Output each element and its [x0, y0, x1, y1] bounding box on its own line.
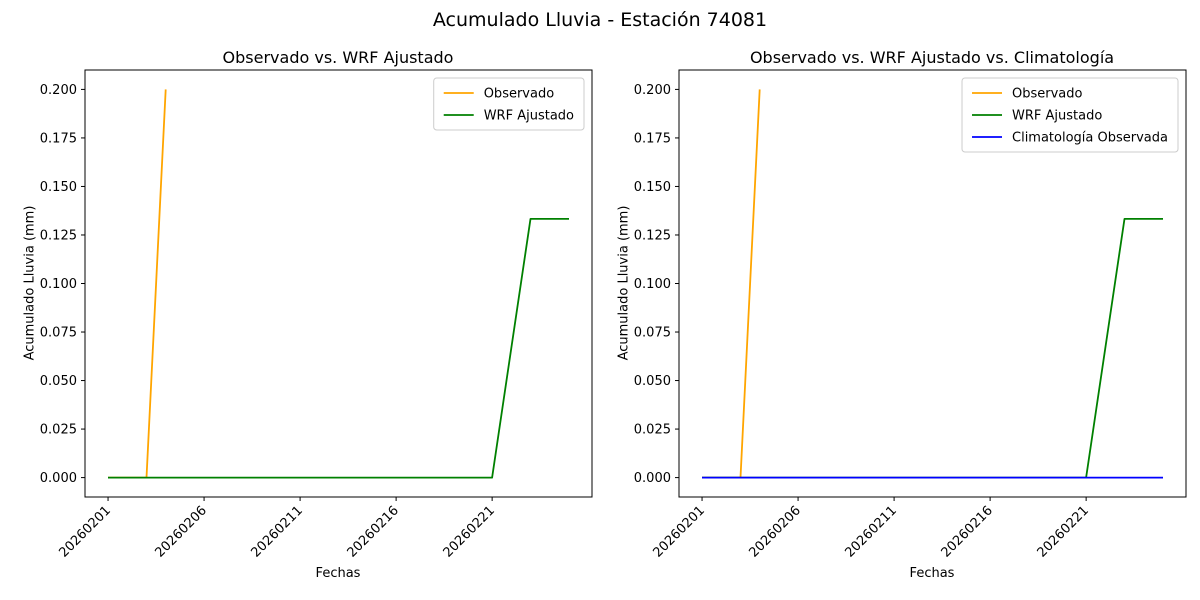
y-tick-label: 0.000 [40, 471, 77, 486]
y-tick-label: 0.150 [40, 180, 77, 195]
subplot-1: 20260201 20260206 20260211 20260216 20260221… [634, 69, 1187, 561]
legend-label: Observado [484, 87, 555, 102]
legend-box [961, 77, 1179, 153]
x-tick-label: 20260201 [56, 503, 113, 560]
x-tick-label: 20260216 [939, 503, 996, 560]
series-line-wrf-ajustado [702, 217, 1163, 479]
y-tick-label: 0.150 [634, 180, 671, 195]
legend-label: WRF Ajustado [484, 109, 574, 124]
axes-frame [678, 69, 1187, 498]
y-tick-label: 0.050 [40, 374, 77, 389]
right-x-axis-label: Fechas [909, 566, 955, 581]
y-tick-label: 0.175 [634, 131, 671, 146]
left-x-axis-label: Fechas [315, 566, 361, 581]
y-tick-label: 0.075 [40, 326, 77, 341]
x-tick-label: 20260206 [152, 503, 209, 560]
series-line-wrf-ajustado [108, 217, 569, 479]
axes-frame [84, 69, 593, 498]
y-tick-label: 0.050 [634, 374, 671, 389]
y-tick-label: 0.200 [634, 83, 671, 98]
x-tick-label: 20260221 [1035, 503, 1092, 560]
legend-label: Observado [1012, 87, 1083, 102]
y-tick-label: 0.125 [40, 228, 77, 243]
y-tick-label: 0.025 [634, 423, 671, 438]
x-tick-label: 20260216 [345, 503, 402, 560]
x-tick-label: 20260221 [441, 503, 498, 560]
y-tick-label: 0.200 [40, 83, 77, 98]
legend: Observado WRF Ajustado [433, 77, 585, 131]
y-tick-label: 0.125 [634, 228, 671, 243]
y-tick-label: 0.075 [634, 326, 671, 341]
y-tick-label: 0.100 [40, 277, 77, 292]
y-tick-label: 0.100 [634, 277, 671, 292]
y-tick-label: 0.175 [40, 131, 77, 146]
x-tick-label: 20260206 [746, 503, 803, 560]
y-tick-label: 0.025 [40, 423, 77, 438]
legend-label: WRF Ajustado [1012, 109, 1102, 124]
legend-box [433, 77, 585, 131]
y-tick-label: 0.000 [634, 471, 671, 486]
right-plot-title: Observado vs. WRF Ajustado vs. Climatolo… [749, 48, 1115, 67]
legend: Observado WRF Ajustado Climatología Observ… [961, 77, 1179, 153]
legend-label: Climatología Observada [1012, 131, 1168, 146]
left-plot-title: Observado vs. WRF Ajustado [222, 48, 454, 67]
right-y-axis-label: Acumulado Lluvia (mm) [616, 205, 632, 361]
x-tick-label: 20260211 [249, 503, 306, 560]
series-line-observado [702, 89, 761, 479]
series-line-observado [108, 89, 167, 479]
x-tick-label: 20260211 [843, 503, 900, 560]
subplot-0: 20260201 20260206 20260211 20260216 20260221… [40, 69, 593, 561]
figure-title: Acumulado Lluvia - Estación 74081 [432, 9, 768, 31]
x-tick-label: 20260201 [650, 503, 707, 560]
left-y-axis-label: Acumulado Lluvia (mm) [22, 205, 38, 361]
